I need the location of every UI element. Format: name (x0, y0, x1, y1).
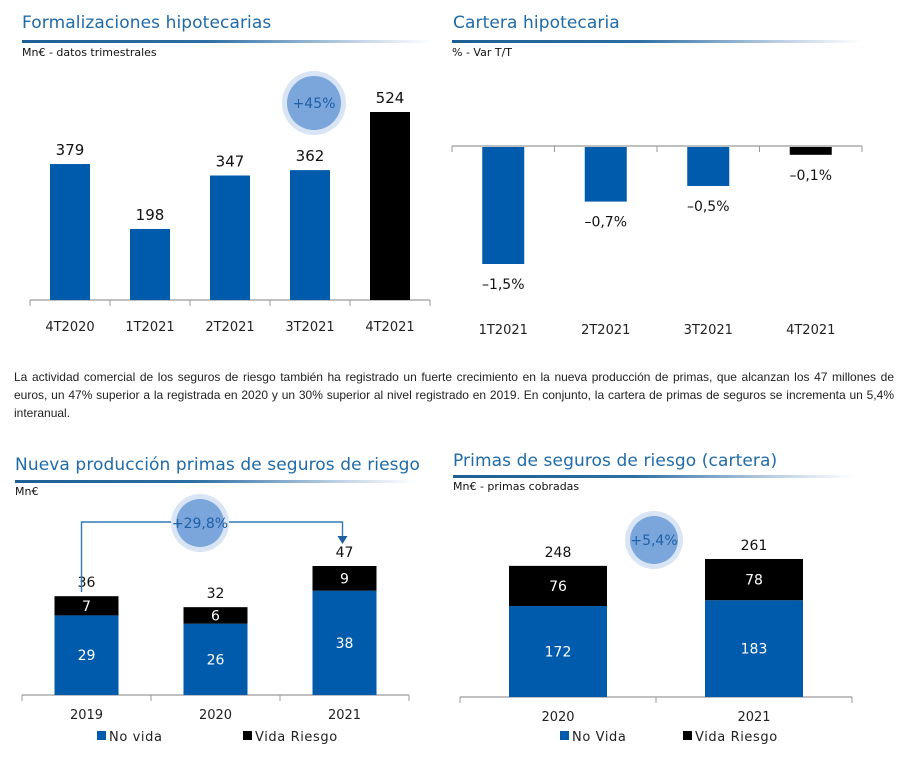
nueva-produccion-subtitle: Mn€ (15, 485, 39, 498)
cartera-bar (687, 147, 730, 186)
nueva-produccion-title: Nueva producción primas de seguros de ri… (15, 455, 421, 475)
formalizaciones-category-label: 3T2021 (285, 320, 334, 335)
nueva-produccion-segment-label: 7 (82, 599, 91, 615)
primas-cartera-total-label: 248 (545, 545, 572, 561)
formalizaciones-category-label: 2T2021 (205, 320, 254, 335)
primas-cartera-segment-no-vida (705, 600, 803, 697)
cartera-bar (789, 147, 832, 155)
formalizaciones-badge-circle (287, 76, 341, 130)
nueva-produccion-segment-vida-riesgo (54, 596, 119, 616)
formalizaciones-badge-label: +45% (293, 96, 336, 112)
nueva-produccion-category-label: 2021 (328, 708, 361, 723)
nueva-produccion-legend-swatch (243, 731, 252, 740)
nueva-produccion-category-label: 2020 (199, 708, 232, 723)
body-paragraph: La actividad comercial de los seguros de… (14, 370, 894, 420)
primas-cartera-segment-label: 78 (745, 573, 763, 589)
nueva-produccion-segment-vida-riesgo (312, 566, 377, 591)
cartera-category-label: 4T2021 (786, 323, 835, 338)
cartera-bar (584, 147, 627, 202)
formalizaciones-category-label: 4T2021 (365, 320, 414, 335)
cartera-value-label: –0,5% (687, 199, 730, 215)
cartera-title: Cartera hipotecaria (453, 13, 620, 33)
formalizaciones-value-label: 347 (216, 153, 245, 171)
primas-cartera-segment-no-vida (509, 606, 607, 697)
nueva-produccion-badge-circle (176, 499, 224, 547)
nueva-produccion-segment-label: 29 (78, 648, 96, 664)
nueva-produccion-legend-label: No vida (109, 730, 163, 745)
cartera-title-rule (452, 40, 862, 43)
nueva-produccion-segment-label: 6 (211, 608, 220, 624)
primas-cartera-segment-label: 76 (549, 579, 567, 595)
nueva-produccion-segment-vida-riesgo (183, 607, 248, 624)
primas-cartera-legend-swatch (683, 731, 692, 740)
primas-cartera-title-rule (453, 475, 853, 478)
formalizaciones-value-label: 379 (56, 141, 85, 159)
primas-cartera-segment-vida-riesgo (509, 565, 607, 607)
primas-cartera-segment-label: 172 (545, 645, 572, 661)
primas-cartera-badge-circle (630, 516, 678, 564)
cartera-category-label: 1T2021 (479, 323, 528, 338)
primas-cartera-title: Primas de seguros de riesgo (cartera) (453, 451, 778, 471)
cartera-value-label: –0,1% (789, 168, 832, 184)
formalizaciones-subtitle: Mn€ - datos trimestrales (22, 46, 157, 59)
cartera-subtitle: % - Var T/T (452, 46, 512, 59)
formalizaciones-title-rule (22, 40, 432, 43)
primas-cartera-subtitle: Mn€ - primas cobradas (453, 480, 580, 493)
formalizaciones-title: Formalizaciones hipotecarias (22, 13, 272, 33)
formalizaciones-value-label: 524 (376, 89, 405, 107)
cartera-value-label: –0,7% (584, 215, 627, 231)
nueva-produccion-total-label: 32 (207, 586, 225, 602)
formalizaciones-value-label: 362 (296, 147, 325, 165)
primas-cartera-badge-label: +5,4% (630, 533, 677, 549)
primas-cartera-legend-label: Vida Riesgo (695, 730, 778, 745)
nueva-produccion-legend-label: Vida Riesgo (255, 730, 338, 745)
nueva-produccion-segment-label: 38 (336, 636, 354, 652)
nueva-produccion-badge-label: +29,8% (172, 516, 228, 532)
formalizaciones-bar (130, 228, 170, 300)
nueva-produccion-segment-no-vida (54, 615, 119, 695)
nueva-produccion-category-label: 2019 (70, 708, 103, 723)
primas-cartera-legend-label: No Vida (572, 730, 626, 745)
cartera-bar (482, 147, 525, 264)
formalizaciones-bar (50, 164, 90, 300)
cartera-category-label: 2T2021 (581, 323, 630, 338)
primas-cartera-legend-swatch (560, 731, 569, 740)
primas-cartera-category-label: 2020 (541, 710, 574, 725)
nueva-produccion-title-rule (15, 480, 415, 483)
nueva-produccion-segment-no-vida (312, 590, 377, 695)
formalizaciones-value-label: 198 (136, 206, 165, 224)
nueva-produccion-segment-label: 26 (207, 652, 225, 668)
nueva-produccion-total-label: 47 (336, 545, 354, 561)
primas-cartera-category-label: 2021 (737, 710, 770, 725)
formalizaciones-bar (370, 112, 410, 300)
primas-cartera-segment-label: 183 (741, 642, 768, 658)
formalizaciones-bar (290, 170, 330, 300)
cartera-value-label: –1,5% (482, 277, 525, 293)
formalizaciones-category-label: 1T2021 (125, 320, 174, 335)
formalizaciones-category-label: 4T2020 (45, 320, 94, 335)
formalizaciones-bar (210, 175, 250, 300)
nueva-produccion-arrowhead (337, 536, 348, 544)
cartera-category-label: 3T2021 (684, 323, 733, 338)
nueva-produccion-legend-swatch (97, 731, 106, 740)
nueva-produccion-segment-no-vida (183, 623, 248, 695)
primas-cartera-total-label: 261 (741, 538, 768, 554)
primas-cartera-segment-vida-riesgo (705, 559, 803, 601)
nueva-produccion-segment-label: 9 (340, 571, 349, 587)
